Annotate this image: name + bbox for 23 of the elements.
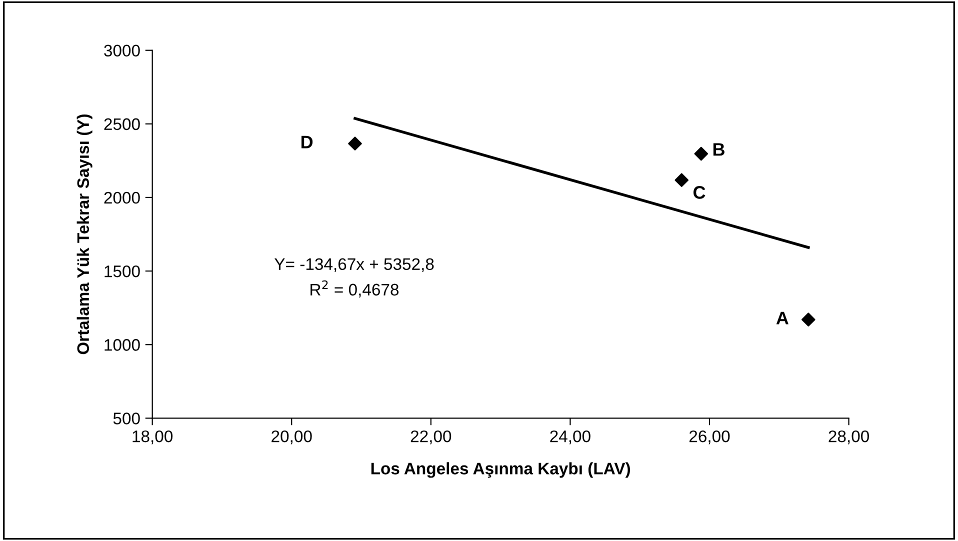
x-tick-label: 28,00 [828, 430, 869, 444]
y-tick-label: 3000 [104, 44, 140, 57]
x-axis-title: Los Angeles Aşınma Kaybı (LAV) [371, 462, 630, 478]
annotation: B [713, 143, 724, 156]
y-tick-label: 1000 [104, 339, 140, 351]
annotation: D [301, 136, 313, 148]
point [801, 312, 816, 327]
y-tick-label: 2000 [104, 192, 140, 204]
annotation: Y= -134,67x + 5352,8 R$^{2}$ = 0,4678 [274, 258, 434, 298]
x-tick-label: 22,00 [410, 430, 452, 444]
x-tick-label: 18,00 [132, 430, 173, 444]
y-axis-title: Ortalama Yük Tekrar Sayısı (Y) [76, 114, 92, 354]
x-tick-label: 24,00 [550, 430, 590, 444]
y-tick-label: 500 [113, 412, 140, 424]
point [694, 146, 708, 161]
y-tick-label: 2500 [104, 118, 140, 130]
annotation: A [776, 312, 788, 324]
point [348, 136, 362, 151]
x-tick-label: 20,00 [272, 430, 312, 444]
x-tick-label: 26,00 [689, 430, 730, 444]
point [674, 173, 689, 188]
y-tick-label: 1500 [104, 265, 140, 278]
annotation: C [693, 186, 706, 199]
